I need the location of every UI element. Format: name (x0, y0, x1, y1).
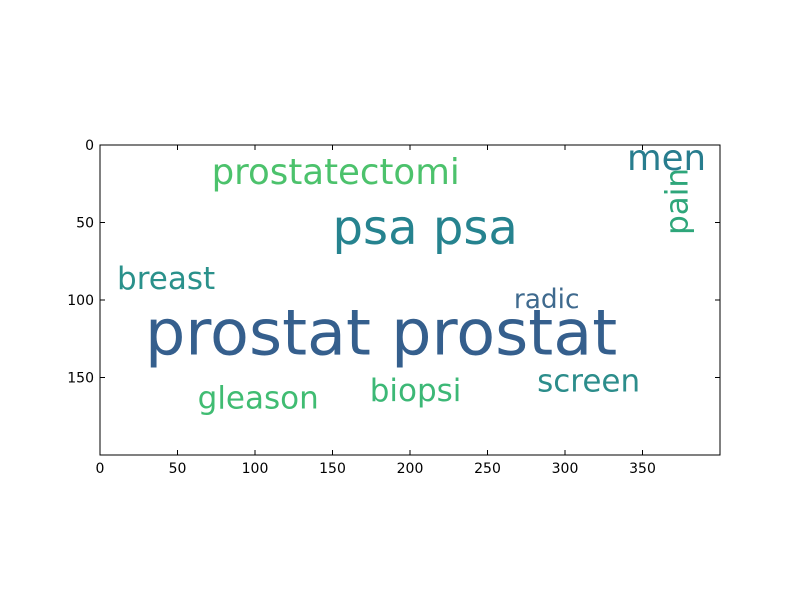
axes-background (100, 145, 720, 455)
word-biopsi: biopsi (370, 373, 462, 409)
word-prostat-prostat: prostat prostat (145, 295, 617, 369)
x-tick-label: 200 (397, 461, 424, 477)
y-tick-label: 100 (67, 293, 94, 309)
y-axis: 0 50 100 150 (67, 138, 720, 387)
y-tick-label: 0 (85, 138, 94, 154)
word-pain: pain (659, 168, 695, 235)
x-tick-label: 300 (552, 461, 579, 477)
word-psa-psa: psa psa (333, 200, 518, 256)
x-tick-label: 0 (96, 461, 105, 477)
x-tick-label: 150 (319, 461, 346, 477)
x-tick-label: 350 (629, 461, 656, 477)
x-tick-label: 250 (474, 461, 501, 477)
word-screen: screen (537, 363, 640, 399)
y-tick-label: 50 (76, 216, 94, 232)
word-gleason: gleason (198, 381, 319, 417)
word-radic: radic (514, 284, 580, 315)
x-axis: 0 50 100 150 200 250 300 350 (96, 145, 656, 477)
x-tick-label: 50 (169, 461, 187, 477)
word-prostatectomi: prostatectomi (212, 152, 460, 193)
word-breast: breast (117, 261, 215, 297)
y-tick-label: 150 (67, 371, 94, 387)
x-tick-label: 100 (242, 461, 269, 477)
